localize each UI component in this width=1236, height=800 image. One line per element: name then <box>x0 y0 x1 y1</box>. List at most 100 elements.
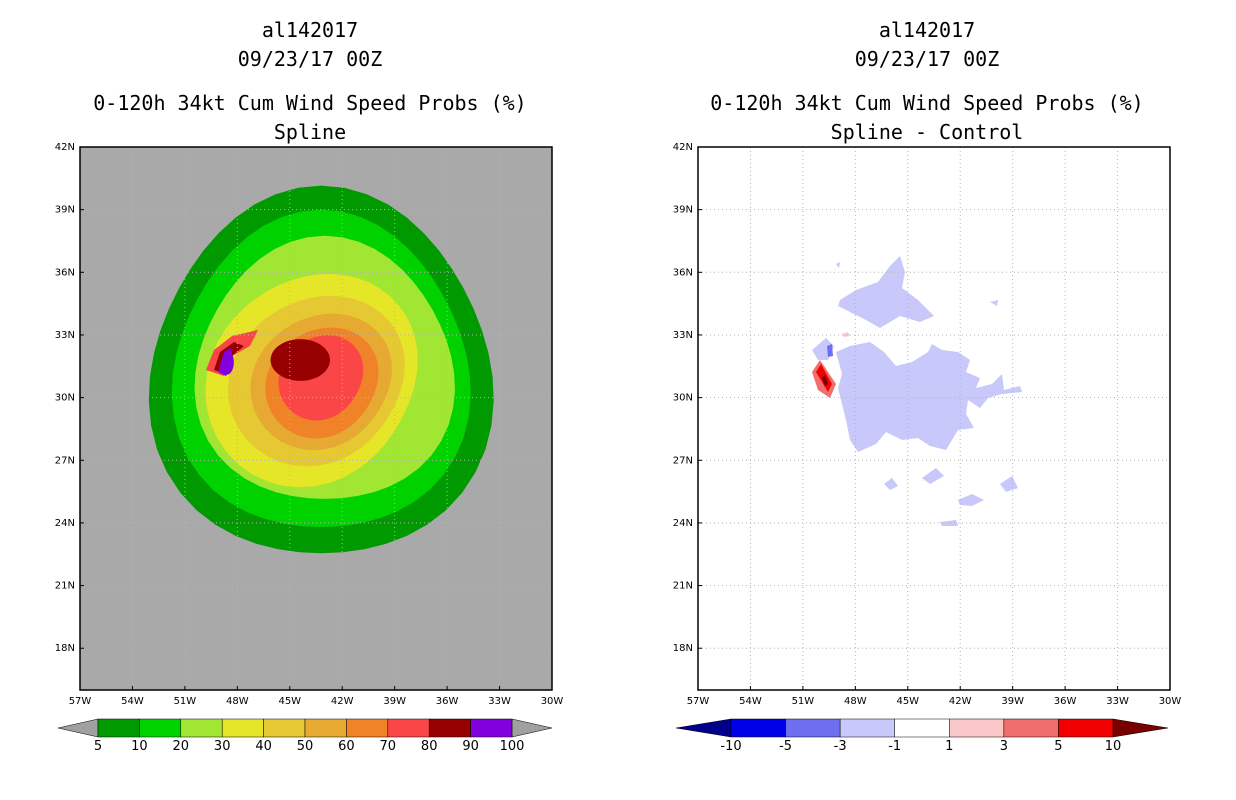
right-contours <box>812 256 1022 526</box>
right-y-axis: 18N 21N 24N 27N 30N 33N 36N 39N 42N <box>673 142 702 654</box>
right-title-line-1: al142017 <box>879 18 975 42</box>
right-y-tick-label: 18N <box>673 643 693 654</box>
diff-region-blue-south-5 <box>940 520 958 526</box>
left-title-line-2: 09/23/17 00Z <box>238 47 383 71</box>
left-colorbar-swatch <box>139 718 182 738</box>
left-y-tick-label: 39N <box>55 205 75 216</box>
left-colorbar-over-arrow <box>511 718 553 738</box>
right-colorbar: -10 -5 -3 -1 1 3 5 10 <box>675 718 1169 754</box>
left-colorbar-swatch <box>180 718 223 738</box>
right-y-tick-label: 33N <box>673 330 693 341</box>
left-x-axis: 57W 54W 51W 48W 45W 42W 39W 36W 33W 30W <box>69 686 564 707</box>
diff-region-blue-east <box>990 300 998 306</box>
left-chart: al142017 09/23/17 00Z 0-120h 34kt Cum Wi… <box>55 18 564 754</box>
right-colorbar-label: -10 <box>720 739 741 754</box>
right-x-tick-label: 51W <box>792 696 815 707</box>
left-colorbar-label: 5 <box>94 739 102 754</box>
diff-region-blue-south-2 <box>958 494 984 506</box>
left-colorbar-label: 60 <box>338 739 355 754</box>
right-x-tick-label: 42W <box>949 696 972 707</box>
left-title-line-3: 0-120h 34kt Cum Wind Speed Probs (%) <box>93 91 526 115</box>
diff-region-blue-tiny <box>836 262 840 268</box>
left-x-tick-label: 51W <box>174 696 197 707</box>
right-x-axis: 57W 54W 51W 48W 45W 42W 39W 36W 33W 30W <box>687 686 1182 707</box>
left-x-tick-label: 33W <box>488 696 511 707</box>
left-colorbar: 5 10 20 30 40 50 60 70 80 90 100 <box>57 718 553 754</box>
left-colorbar-label: 100 <box>500 739 525 754</box>
left-x-tick-label: 30W <box>541 696 564 707</box>
left-x-tick-label: 42W <box>331 696 354 707</box>
right-colorbar-swatch <box>839 718 895 738</box>
diff-region-darkred <box>822 375 828 386</box>
right-x-tick-label: 54W <box>739 696 762 707</box>
left-x-tick-label: 45W <box>278 696 301 707</box>
diff-region-blue-strong <box>827 344 833 357</box>
left-colorbar-swatch <box>221 718 264 738</box>
left-colorbar-label: 70 <box>380 739 397 754</box>
right-x-tick-label: 30W <box>1159 696 1182 707</box>
right-colorbar-over-arrow <box>1112 718 1169 738</box>
left-colorbar-label: 20 <box>173 739 190 754</box>
left-colorbar-label: 10 <box>131 739 148 754</box>
left-y-tick-label: 24N <box>55 518 75 529</box>
right-y-tick-label: 39N <box>673 205 693 216</box>
right-y-tick-label: 36N <box>673 267 693 278</box>
right-colorbar-swatch <box>785 718 841 738</box>
left-colorbar-swatch <box>263 718 306 738</box>
right-colorbar-label: -1 <box>888 739 901 754</box>
right-colorbar-label: 10 <box>1105 739 1122 754</box>
right-y-tick-label: 24N <box>673 518 693 529</box>
right-colorbar-swatch <box>1003 718 1059 738</box>
right-chart: al142017 09/23/17 00Z 0-120h 34kt Cum Wi… <box>673 18 1182 754</box>
left-colorbar-swatch <box>97 718 140 738</box>
right-title-line-4: Spline - Control <box>831 120 1024 144</box>
prob-region-80-90 <box>270 339 330 381</box>
left-title-line-4: Spline <box>274 120 346 144</box>
right-colorbar-under-arrow <box>675 718 732 738</box>
right-colorbar-swatch <box>1058 718 1114 738</box>
right-y-tick-label: 21N <box>673 581 693 592</box>
right-y-tick-label: 27N <box>673 455 693 466</box>
diff-region-blue-north <box>838 256 934 328</box>
left-gridlines <box>80 147 552 690</box>
left-colorbar-label: 40 <box>255 739 272 754</box>
right-x-tick-label: 39W <box>1001 696 1024 707</box>
left-y-tick-label: 36N <box>55 267 75 278</box>
left-y-axis: 18N 21N 24N 27N 30N 33N 36N 39N 42N <box>55 142 84 654</box>
left-y-tick-label: 30N <box>55 393 75 404</box>
left-x-tick-label: 39W <box>383 696 406 707</box>
right-colorbar-label: 1 <box>945 739 953 754</box>
right-x-tick-label: 57W <box>687 696 710 707</box>
diff-region-blue-main <box>836 342 1022 452</box>
left-x-tick-label: 57W <box>69 696 92 707</box>
left-colorbar-label: 30 <box>214 739 231 754</box>
right-colorbar-label: 5 <box>1054 739 1062 754</box>
right-x-tick-label: 36W <box>1054 696 1077 707</box>
right-plot-frame <box>697 146 1171 691</box>
left-y-tick-label: 21N <box>55 581 75 592</box>
right-x-tick-label: 45W <box>896 696 919 707</box>
left-x-tick-label: 54W <box>121 696 144 707</box>
right-colorbar-label: 3 <box>1000 739 1008 754</box>
left-colorbar-swatch <box>304 718 347 738</box>
right-y-tick-label: 30N <box>673 393 693 404</box>
prob-hook-90 <box>218 348 233 376</box>
left-colorbar-label: 90 <box>462 739 479 754</box>
right-y-tick-label: 42N <box>673 142 693 153</box>
left-colorbar-swatch <box>387 718 430 738</box>
left-colorbar-swatch <box>428 718 471 738</box>
diff-region-blue-south-3 <box>1000 476 1018 492</box>
left-colorbar-under-arrow <box>57 718 99 738</box>
left-y-tick-label: 42N <box>55 142 75 153</box>
left-colorbar-swatch <box>346 718 389 738</box>
right-colorbar-swatch <box>949 718 1005 738</box>
diff-region-blue-south-4 <box>884 478 898 490</box>
left-y-tick-label: 33N <box>55 330 75 341</box>
right-title-line-2: 09/23/17 00Z <box>855 47 1000 71</box>
right-x-tick-label: 48W <box>844 696 867 707</box>
left-title-line-1: al142017 <box>262 18 358 42</box>
left-plot-frame <box>79 146 553 691</box>
right-colorbar-label: -5 <box>779 739 792 754</box>
diff-region-blue-south-1 <box>922 468 944 484</box>
